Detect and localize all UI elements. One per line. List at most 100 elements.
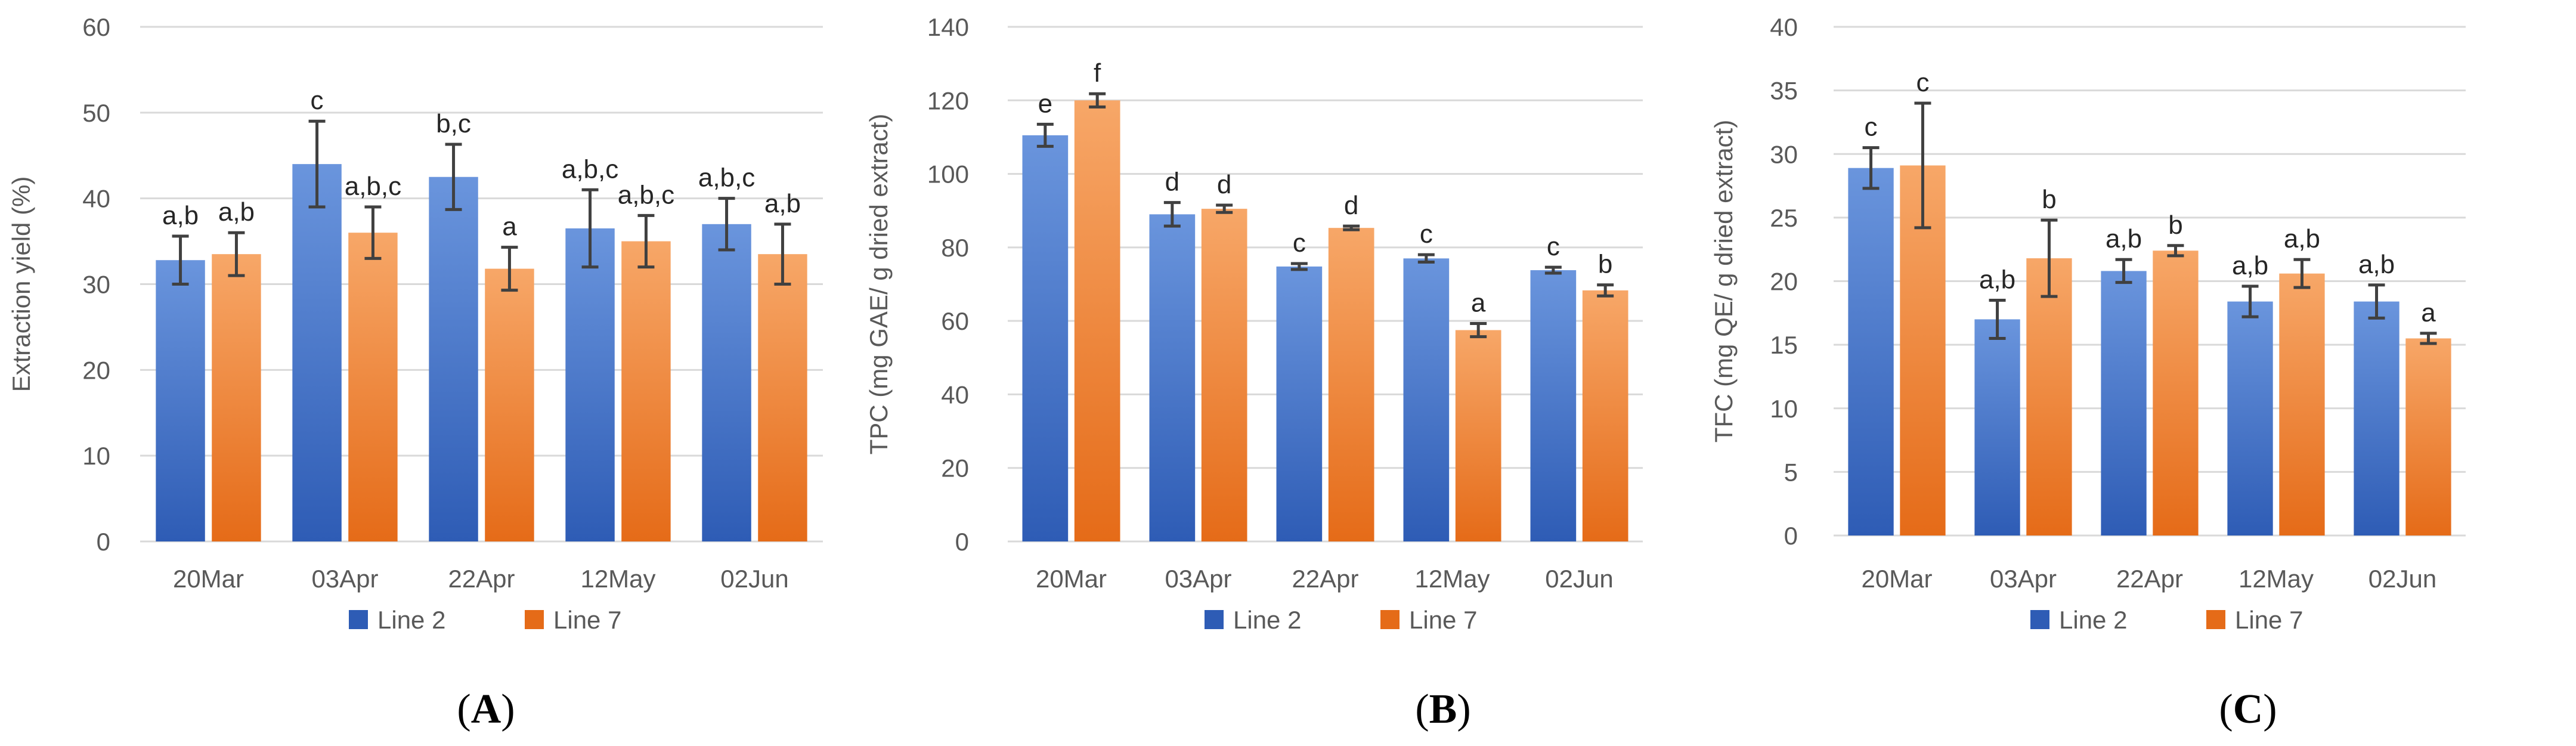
bar-line-2-03apr bbox=[292, 164, 342, 542]
error-bar bbox=[1036, 122, 1054, 148]
y-tick-label: 30 bbox=[1770, 140, 1798, 168]
significance-label: a,b,c bbox=[562, 154, 618, 184]
legend-swatch-line-7 bbox=[525, 610, 544, 629]
bar-line-2-22apr bbox=[2101, 271, 2147, 535]
panel-tag-letter: B bbox=[1429, 686, 1457, 732]
bar-line-2-02jun bbox=[702, 224, 751, 542]
legend: Line 2 Line 7 bbox=[349, 606, 621, 634]
y-tick-label: 25 bbox=[1770, 204, 1798, 232]
x-category-label: 12May bbox=[2238, 565, 2314, 593]
bar-line-2-22apr bbox=[1276, 266, 1323, 541]
bar-line-7-03apr bbox=[1201, 209, 1247, 541]
error-bar bbox=[1216, 203, 1233, 214]
error-bar bbox=[1089, 92, 1106, 109]
x-category-label: 20Mar bbox=[1861, 565, 1932, 593]
error-bar bbox=[501, 246, 518, 292]
y-tick-label: 120 bbox=[927, 86, 969, 114]
error-bar bbox=[1989, 298, 2006, 340]
panel-tag: (A) bbox=[457, 686, 515, 732]
significance-label: c bbox=[1865, 113, 1878, 142]
error-bar bbox=[1544, 265, 1562, 275]
legend-label: Line 2 bbox=[377, 606, 445, 634]
panel-tag-open: ( bbox=[2219, 686, 2233, 732]
significance-label: a,b,c bbox=[345, 172, 401, 201]
bar-line-7-22apr bbox=[485, 268, 534, 541]
bar-line-2-12may bbox=[1403, 258, 1450, 541]
significance-label: a,b bbox=[2284, 224, 2320, 253]
bar-line-7-02jun bbox=[1582, 290, 1628, 541]
significance-label: c bbox=[1420, 219, 1433, 249]
significance-label: a,b bbox=[162, 201, 199, 230]
y-tick-label: 30 bbox=[82, 271, 110, 299]
legend-swatch-line-2 bbox=[349, 610, 368, 629]
error-bar bbox=[228, 231, 245, 277]
x-category-label: 20Mar bbox=[1036, 565, 1107, 593]
significance-label: d bbox=[1217, 170, 1231, 199]
error-bar bbox=[2241, 284, 2259, 318]
y-tick-label: 80 bbox=[941, 234, 969, 262]
y-tick-label: 0 bbox=[97, 528, 110, 556]
significance-label: a,b bbox=[1979, 265, 2015, 294]
x-category-label: 22Apr bbox=[1292, 565, 1358, 593]
legend-swatch-line-7 bbox=[2206, 610, 2225, 629]
error-bar bbox=[1290, 262, 1308, 271]
x-category-label: 02Jun bbox=[1545, 565, 1613, 593]
legend: Line 2 Line 7 bbox=[2030, 606, 2303, 634]
panel-tag: (C) bbox=[2219, 686, 2277, 732]
y-tick-label: 0 bbox=[1784, 522, 1798, 550]
significance-label: a,b bbox=[2358, 250, 2395, 279]
error-bar bbox=[1862, 146, 1880, 190]
x-category-label: 22Apr bbox=[2116, 565, 2183, 593]
significance-label: a,b bbox=[2232, 251, 2268, 280]
error-bar bbox=[637, 213, 655, 269]
y-tick-label: 20 bbox=[82, 356, 110, 384]
error-bar bbox=[2115, 258, 2132, 284]
significance-label: a,b,c bbox=[698, 163, 755, 193]
significance-label: a bbox=[1471, 288, 1486, 317]
significance-label: a bbox=[502, 212, 517, 242]
significance-label: a,b,c bbox=[618, 180, 674, 209]
panel-tag-close: ) bbox=[1457, 686, 1470, 732]
error-bar bbox=[364, 205, 382, 260]
significance-label: c bbox=[311, 86, 324, 115]
legend-label: Line 7 bbox=[1409, 606, 1477, 634]
error-bar bbox=[1163, 201, 1181, 228]
x-category-label: 12May bbox=[1414, 565, 1490, 593]
x-category-label: 22Apr bbox=[448, 565, 515, 593]
panel-tag: (B) bbox=[1415, 686, 1470, 732]
error-bar bbox=[172, 234, 189, 286]
y-tick-label: 100 bbox=[927, 160, 969, 188]
bar-line-2-20mar bbox=[1848, 168, 1894, 535]
error-bar bbox=[2293, 258, 2311, 289]
bar-line-7-02jun bbox=[2405, 338, 2451, 535]
error-bar bbox=[1470, 321, 1487, 339]
legend-label: Line 7 bbox=[2235, 606, 2303, 634]
bar-line-2-03apr bbox=[1149, 214, 1196, 542]
error-bar bbox=[1914, 101, 1931, 230]
chart-panel-b: 0 20 40 60 80 100 120 140 TPC (mg GAE/ g dried e… bbox=[865, 13, 1643, 732]
x-category-label: 03Apr bbox=[1165, 565, 1231, 593]
legend-label: Line 7 bbox=[553, 606, 621, 634]
y-tick-label: 40 bbox=[82, 185, 110, 213]
x-category-label: 03Apr bbox=[311, 565, 378, 593]
error-bar bbox=[2420, 332, 2437, 345]
bar-line-7-03apr bbox=[2026, 258, 2072, 535]
chart-panel-c: 0 5 10 15 20 25 30 35 40 TFC (mg QE/ g dried extr… bbox=[1710, 13, 2466, 732]
legend-label: Line 2 bbox=[2059, 606, 2127, 634]
panel-tag-open: ( bbox=[1415, 686, 1429, 732]
bar-line-2-20mar bbox=[156, 260, 205, 541]
legend: Line 2 Line 7 bbox=[1205, 606, 1477, 634]
y-axis-title: Extraction yield (%) bbox=[7, 177, 35, 392]
x-category-label: 20Mar bbox=[173, 565, 244, 593]
panel-tag-close: ) bbox=[2263, 686, 2277, 732]
y-tick-label: 10 bbox=[82, 442, 110, 470]
bar-line-7-22apr bbox=[1328, 228, 1374, 542]
bar-line-2-12may bbox=[565, 228, 615, 542]
significance-label: b,c bbox=[436, 109, 471, 138]
significance-label: d bbox=[1344, 191, 1358, 220]
bar-line-7-20mar bbox=[212, 254, 261, 541]
panel-tag-close: ) bbox=[501, 686, 515, 732]
significance-label: b bbox=[1598, 250, 1612, 279]
significance-label: d bbox=[1165, 168, 1179, 197]
